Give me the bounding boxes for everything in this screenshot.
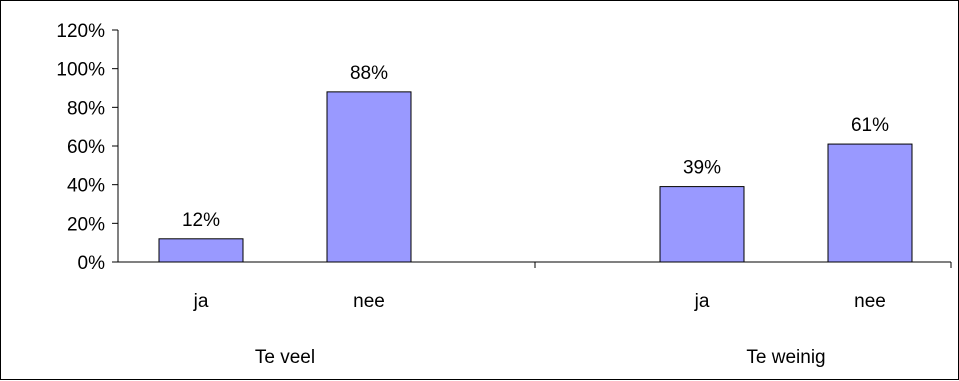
y-tick-label: 20% (67, 214, 105, 235)
labels: 12% ja 88% nee Te veel 39% ja 61% nee Te weinig (182, 63, 889, 368)
bar-ja (659, 186, 745, 263)
y-tick-label: 40% (67, 176, 105, 197)
x-category-label: ja (694, 291, 710, 312)
data-label: 61% (851, 115, 889, 136)
x-category-label: nee (353, 291, 385, 312)
data-label: 12% (182, 210, 220, 231)
x-group-label: Te weinig (746, 347, 825, 368)
x-category-label: nee (854, 291, 886, 312)
y-tick-label: 60% (67, 137, 105, 158)
bar-nee (326, 91, 412, 263)
axes: 0% 20% 40% 60% 80% 100% 120% (56, 21, 952, 274)
x-group-label: Te veel (255, 347, 315, 368)
y-tick-label: 100% (56, 60, 105, 81)
bar-ja (158, 238, 244, 263)
data-label: 39% (683, 158, 721, 179)
bar-nee (827, 143, 913, 263)
bars (158, 91, 913, 263)
y-tick-label: 120% (56, 21, 105, 42)
y-tick-label: 0% (78, 253, 106, 274)
x-category-label: ja (193, 291, 209, 312)
y-tick-label: 80% (67, 98, 105, 119)
data-label: 88% (350, 63, 388, 84)
